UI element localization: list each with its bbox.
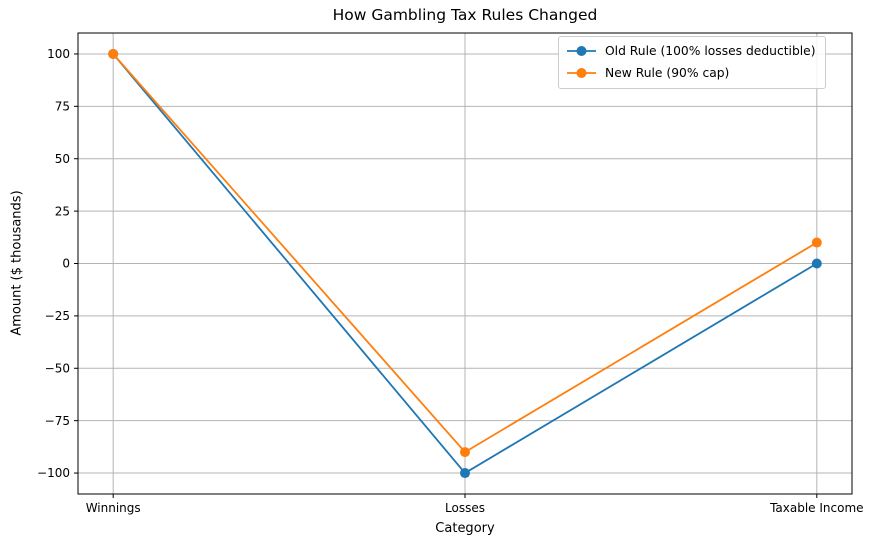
legend-marker (576, 46, 587, 56)
legend-line-marker-icon (567, 46, 596, 56)
data-point-series-1 (108, 48, 119, 59)
data-point-series-1 (811, 237, 822, 248)
y-tick-label: −100 (37, 466, 70, 480)
data-point-series-0 (460, 468, 470, 479)
x-tick-label: Taxable Income (769, 501, 863, 515)
legend: Old Rule (100% losses deductible) New Ru… (558, 36, 826, 89)
legend-item-old-rule: Old Rule (100% losses deductible) (566, 41, 816, 61)
data-point-series-1 (460, 447, 470, 458)
y-tick-label: 100 (47, 47, 70, 61)
y-tick-label: 25 (55, 204, 70, 218)
x-tick-label: Losses (445, 501, 485, 515)
y-tick-label: −75 (45, 414, 70, 428)
y-tick-label: 50 (55, 152, 70, 166)
legend-label: Old Rule (100% losses deductible) (605, 44, 816, 58)
legend-line-marker-icon (567, 68, 596, 78)
legend-label: New Rule (90% cap) (605, 66, 730, 80)
chart-title: How Gambling Tax Rules Changed (332, 6, 598, 24)
y-tick-label: −25 (45, 309, 70, 323)
y-tick-label: 0 (62, 257, 70, 271)
x-axis-label: Category (435, 521, 495, 536)
x-tick-label: Winnings (86, 501, 141, 515)
legend-item-new-rule: New Rule (90% cap) (566, 63, 816, 83)
data-point-series-0 (811, 258, 822, 269)
y-tick-label: −50 (45, 361, 70, 375)
y-axis-label: Amount ($ thousands) (9, 190, 25, 336)
y-tick-label: 75 (55, 100, 70, 114)
legend-marker (576, 68, 587, 78)
